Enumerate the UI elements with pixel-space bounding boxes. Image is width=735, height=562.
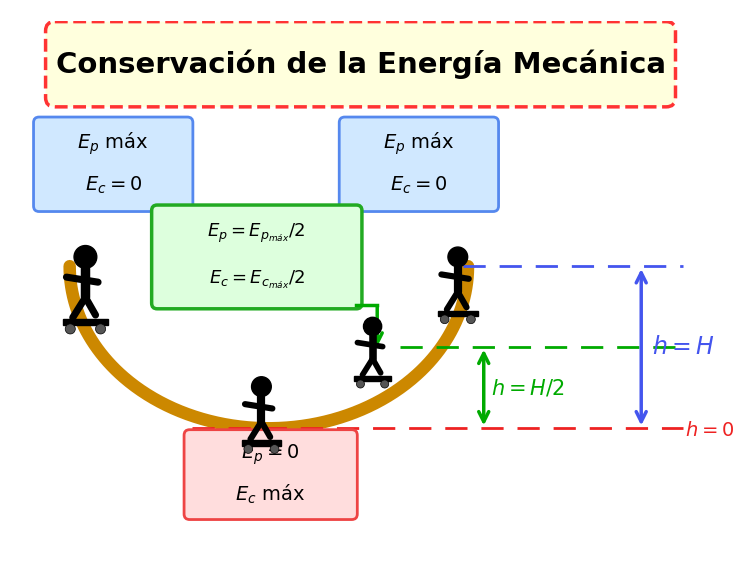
Text: $h = H/2$: $h = H/2$ [491,377,565,398]
Text: $E_p$ máx: $E_p$ máx [383,130,455,157]
Text: $E_p = 0$: $E_p = 0$ [242,443,300,467]
Text: $E_p = E_{p_{máx}}/2$: $E_p = E_{p_{máx}}/2$ [207,222,306,246]
Circle shape [251,377,271,396]
FancyBboxPatch shape [34,117,193,211]
Circle shape [356,380,365,388]
Circle shape [440,315,449,324]
FancyBboxPatch shape [354,376,391,381]
Text: $E_c = E_{c_{máx}}/2$: $E_c = E_{c_{máx}}/2$ [209,269,305,291]
FancyBboxPatch shape [242,440,281,446]
Text: Conservación de la Energía Mecánica: Conservación de la Energía Mecánica [56,49,665,79]
FancyBboxPatch shape [46,21,675,107]
Circle shape [448,247,467,267]
Circle shape [467,315,476,324]
Circle shape [364,318,381,336]
FancyBboxPatch shape [62,319,108,325]
FancyBboxPatch shape [340,117,498,211]
Circle shape [244,445,253,454]
Text: $E_c = 0$: $E_c = 0$ [390,174,448,196]
FancyBboxPatch shape [184,430,357,519]
Circle shape [96,324,106,334]
Circle shape [65,324,75,334]
Text: $h = 0$: $h = 0$ [685,420,734,439]
Text: $E_p$ máx: $E_p$ máx [77,130,149,157]
Circle shape [74,246,97,268]
FancyBboxPatch shape [151,205,362,309]
Text: $E_c = 0$: $E_c = 0$ [85,174,142,196]
FancyBboxPatch shape [438,311,478,316]
Text: $E_c$ máx: $E_c$ máx [235,483,306,506]
Circle shape [381,380,389,388]
Circle shape [270,445,279,454]
Text: $h = H$: $h = H$ [653,336,715,359]
